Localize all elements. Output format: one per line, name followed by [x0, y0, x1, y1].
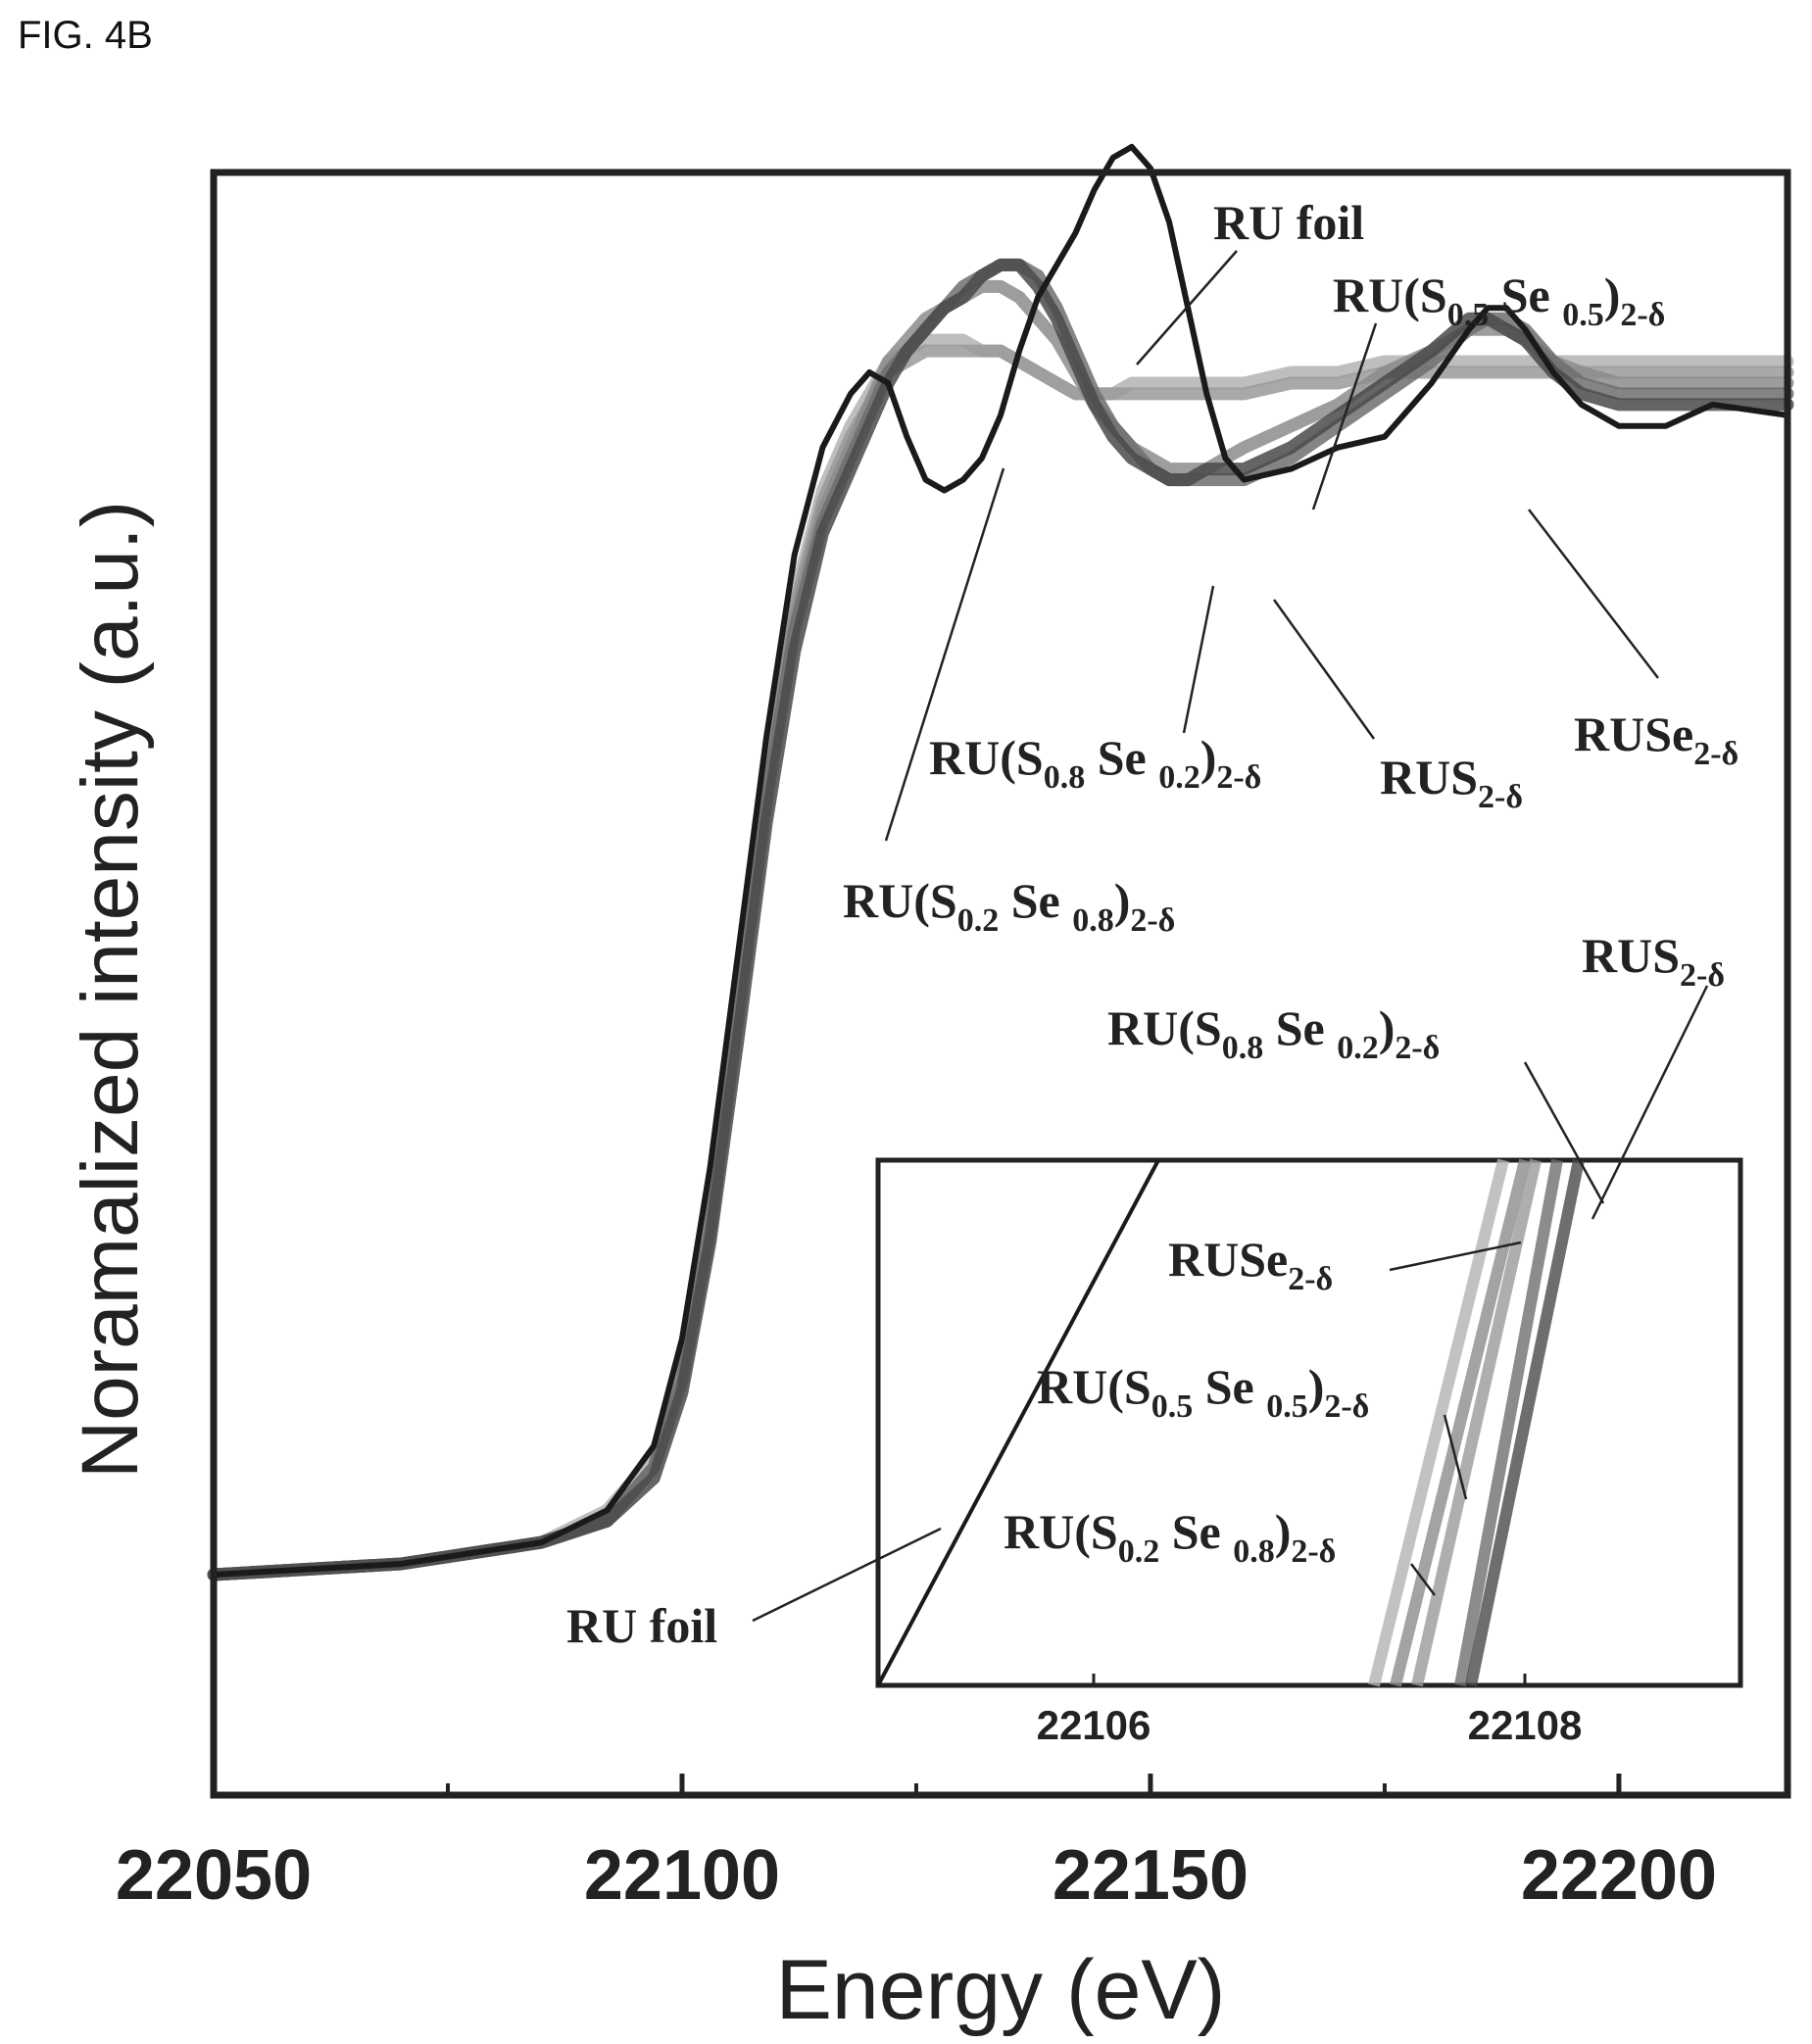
inset-series-group [876, 1158, 1585, 1687]
annotation-part: 0.5 [1562, 297, 1604, 333]
annotation-part: 2-δ [1620, 297, 1665, 333]
annotation-part: RU foil [1213, 195, 1364, 250]
annotation-foil_top: RU foil [1213, 195, 1364, 250]
leader-line-ruse2_top [1528, 509, 1659, 679]
annotation-part: ) [1379, 1000, 1396, 1055]
annotation-part: Se [1263, 1000, 1337, 1055]
leader-line-rus2_top [1272, 599, 1376, 740]
annotation-part: 2-δ [1324, 1388, 1369, 1425]
inset-frame [875, 1157, 1743, 1688]
y-axis-title: Noramalized intensity (a.u.) [66, 501, 155, 1479]
series-line-rus2 [207, 258, 1794, 1582]
annotation-part: Se [1159, 1504, 1233, 1559]
annotation-part: RU(S [1107, 1000, 1222, 1055]
inset-tick-label: 22108 [1468, 1702, 1583, 1748]
annotation-part: ) [1114, 873, 1131, 928]
inset-series-line-ruse2 [1368, 1158, 1509, 1687]
annotation-part: RU(S [1037, 1359, 1151, 1414]
x-axis-title: Energy (eV) [776, 1943, 1226, 2037]
inset-series-line-ru-s0-8-se0-2-2 [1454, 1158, 1563, 1687]
annotation-part: 0.2 [957, 902, 1000, 939]
inset-series-line-ru-s0-5-se0-5-2 [1411, 1158, 1542, 1687]
leader-line-s02_inset [1410, 1563, 1436, 1596]
annotation-part: 0.8 [1222, 1030, 1264, 1066]
annotation-part: 0.2 [1118, 1533, 1160, 1570]
leader-line-s05_inset [1443, 1414, 1468, 1500]
annotation-part: 2-δ [1288, 1261, 1333, 1297]
annotation-part: 2-δ [1478, 779, 1523, 815]
leader-line-s08_inset [1523, 1061, 1605, 1204]
main-series-group [207, 143, 1794, 1582]
annotation-rus2_inset: RUS2-δ [1582, 928, 1725, 994]
inset-series-line-ru-foil [876, 1159, 1160, 1686]
annotation-part: 2-δ [1395, 1030, 1440, 1066]
annotation-part: RU(S [1004, 1504, 1118, 1559]
annotation-part: 2-δ [1693, 736, 1739, 772]
figure-label: FIG. 4B [18, 14, 153, 57]
annotation-part: Se [1085, 730, 1158, 785]
x-tick-label: 22200 [1521, 1836, 1717, 1915]
annotation-part: 0.8 [1044, 759, 1086, 796]
annotation-part: RU(S [1333, 268, 1447, 322]
annotation-part: 2-δ [1680, 957, 1725, 994]
annotation-part: 0.5 [1447, 297, 1490, 333]
x-tick-label: 22050 [116, 1836, 312, 1915]
annotation-part: RUS [1380, 750, 1478, 804]
annotation-part: RUSe [1574, 706, 1693, 761]
annotation-ruse2_inset: RUSe2-δ [1168, 1232, 1333, 1297]
annotation-part: RU(S [843, 873, 957, 928]
annotation-s05_top: RU(S0.5 Se 0.5)2-δ [1333, 268, 1665, 333]
annotation-s08_top: RU(S0.8 Se 0.2)2-δ [929, 730, 1261, 796]
annotation-leaders [752, 250, 1709, 1623]
annotation-part: ) [1200, 730, 1217, 785]
annotation-part: Se [1193, 1359, 1266, 1414]
inset-series-line-rus2 [1465, 1158, 1585, 1687]
inset-tick-label: 22106 [1037, 1702, 1151, 1748]
annotation-part: 0.2 [1158, 759, 1200, 796]
annotation-part: ) [1604, 268, 1621, 322]
annotation-part: 0.8 [1233, 1533, 1275, 1570]
annotation-part: 0.8 [1072, 902, 1114, 939]
leader-line-s05_top [1311, 322, 1378, 511]
series-line-ru-foil [211, 143, 1790, 1578]
annotation-part: ) [1275, 1504, 1292, 1559]
annotation-foil_inset: RU foil [566, 1598, 717, 1653]
annotation-part: ) [1308, 1359, 1325, 1414]
leader-line-ruse2_inset [1389, 1241, 1522, 1272]
annotation-part: 2-δ [1291, 1533, 1336, 1570]
leader-line-foil_top [1136, 250, 1238, 365]
leader-line-rus2_inset [1591, 985, 1709, 1220]
x-tick-label: 22100 [584, 1836, 780, 1915]
annotation-part: RUS [1582, 928, 1680, 983]
annotation-part: 0.5 [1266, 1388, 1308, 1425]
annotation-s05_inset: RU(S0.5 Se 0.5)2-δ [1037, 1359, 1369, 1425]
x-tick-label: 22150 [1053, 1836, 1249, 1915]
inset-series-line-ru-s0-2-se0-8-2 [1390, 1158, 1531, 1687]
annotation-part: 0.2 [1337, 1030, 1379, 1066]
annotation-part: RU(S [929, 730, 1044, 785]
annotation-s02_inset: RU(S0.2 Se 0.8)2-δ [1004, 1504, 1336, 1570]
annotation-part: Se [1489, 268, 1562, 322]
annotation-part: 2-δ [1216, 759, 1261, 796]
inset-tick-group: 22106 22108 [1037, 1674, 1583, 1748]
annotation-part: 0.5 [1151, 1388, 1194, 1425]
x-tick-group: 22050 22100 22150 22200 [116, 1774, 1717, 1915]
annotation-s08_inset: RU(S0.8 Se 0.2)2-δ [1107, 1000, 1440, 1066]
leader-line-s02_top [884, 467, 1005, 842]
annotation-s02_top: RU(S0.2 Se 0.8)2-δ [843, 873, 1175, 939]
annotation-part: 2-δ [1130, 902, 1175, 939]
annotation-part: RUSe [1168, 1232, 1288, 1287]
leader-line-foil_inset [752, 1527, 942, 1623]
annotation-rus2_top: RUS2-δ [1380, 750, 1523, 815]
annotation-ruse2_top: RUSe2-δ [1574, 706, 1739, 772]
inset-chart: 22106 22108 [875, 1157, 1743, 1748]
annotation-part: RU foil [566, 1598, 717, 1653]
plot-frame [210, 169, 1791, 1799]
leader-line-s08_top [1182, 585, 1215, 734]
annotation-part: Se [999, 873, 1072, 928]
